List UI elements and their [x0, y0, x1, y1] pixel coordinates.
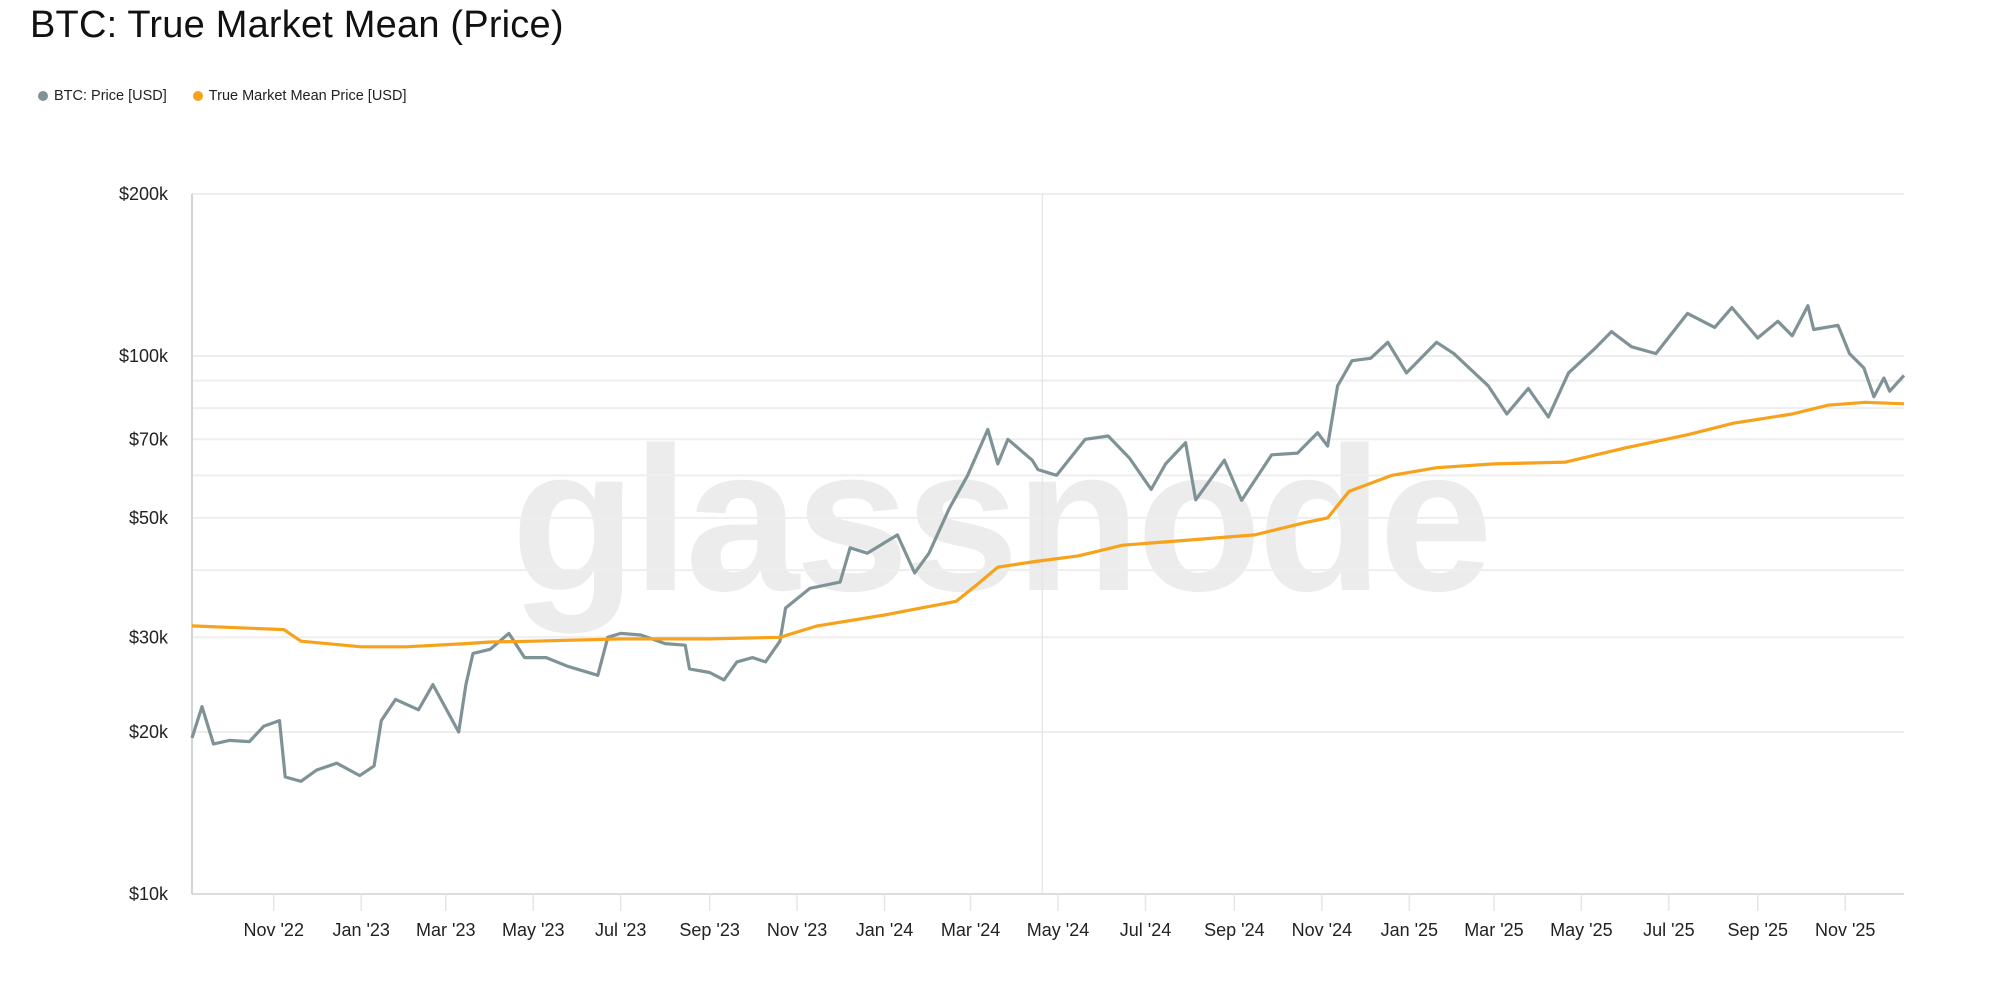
legend: BTC: Price [USD] True Market Mean Price …: [38, 88, 406, 104]
chart-title: BTC: True Market Mean (Price): [30, 4, 564, 46]
legend-dot-icon: [192, 91, 203, 101]
x-tick-label: May '25: [1550, 920, 1612, 940]
x-tick-label: Nov '25: [1815, 920, 1875, 940]
x-tick-label: Nov '24: [1292, 920, 1352, 940]
btc-price-line: [190, 304, 1906, 783]
x-tick-label: May '24: [1027, 920, 1089, 940]
x-tick-label: Mar '23: [416, 920, 475, 940]
y-tick-label: $10k: [129, 884, 169, 904]
y-tick-label: $100k: [119, 346, 169, 366]
legend-dot-icon: [38, 91, 48, 101]
y-tick-label: $30k: [129, 627, 169, 647]
x-tick-label: May '23: [502, 920, 564, 940]
legend-label: True Market Mean Price [USD]: [208, 88, 407, 104]
x-tick-label: Jan '25: [1381, 920, 1438, 940]
y-tick-label: $20k: [129, 722, 169, 742]
true-market-mean-line: [191, 400, 1905, 649]
legend-item-true-market-mean[interactable]: True Market Mean Price [USD]: [192, 88, 407, 104]
y-tick-label: $50k: [129, 508, 169, 528]
x-tick-label: Mar '24: [941, 920, 1000, 940]
legend-label: BTC: Price [USD]: [54, 88, 167, 104]
x-tick-label: Sep '25: [1727, 920, 1788, 940]
x-tick-label: Jan '23: [332, 920, 389, 940]
y-tick-label: $200k: [119, 184, 169, 204]
x-tick-label: Jan '24: [856, 920, 913, 940]
x-tick-label: Nov '23: [767, 920, 827, 940]
x-tick-label: Sep '24: [1204, 920, 1265, 940]
x-tick-label: Jul '25: [1643, 920, 1694, 940]
y-tick-label: $70k: [129, 429, 169, 449]
x-tick-label: Jul '24: [1120, 920, 1171, 940]
x-tick-label: Sep '23: [679, 920, 740, 940]
x-tick-label: Nov '22: [243, 920, 303, 940]
x-tick-label: Jul '23: [595, 920, 646, 940]
x-tick-label: Mar '25: [1464, 920, 1523, 940]
legend-item-btc-price[interactable]: BTC: Price [USD]: [38, 88, 167, 104]
